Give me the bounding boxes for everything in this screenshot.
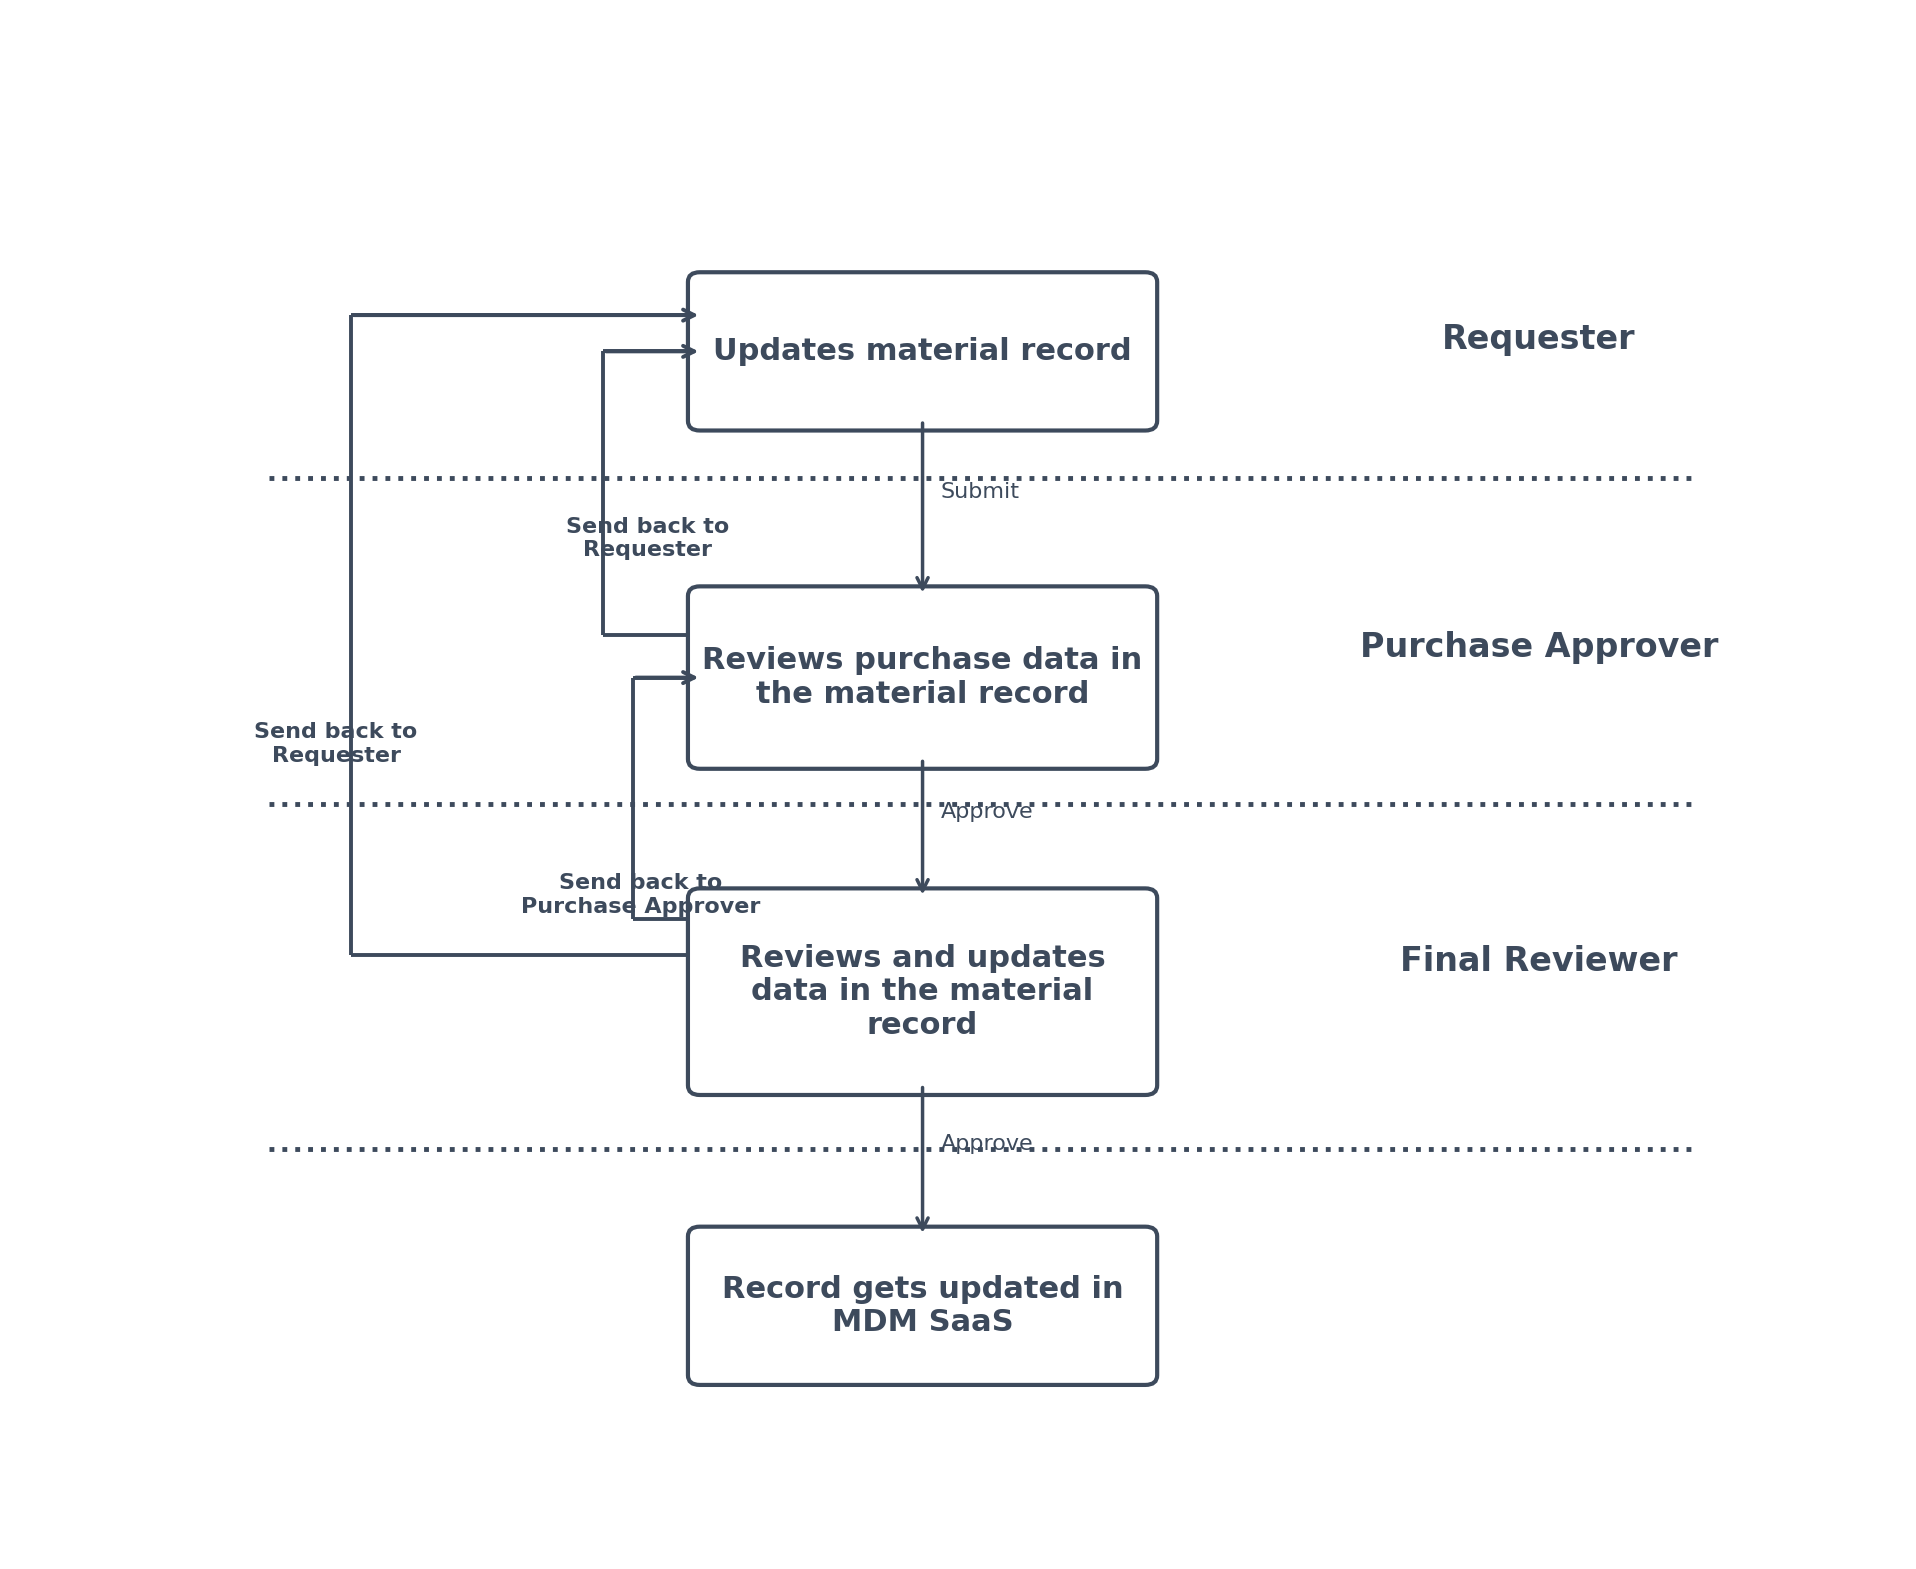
FancyBboxPatch shape bbox=[688, 888, 1157, 1095]
Text: Final Reviewer: Final Reviewer bbox=[1401, 945, 1678, 977]
Text: Reviews and updates
data in the material
record: Reviews and updates data in the material… bbox=[740, 943, 1106, 1040]
FancyBboxPatch shape bbox=[688, 273, 1157, 430]
Text: Requester: Requester bbox=[1443, 323, 1636, 356]
Text: Updates material record: Updates material record bbox=[713, 337, 1132, 366]
Text: Approve: Approve bbox=[941, 802, 1033, 822]
Text: Send back to
Requester: Send back to Requester bbox=[255, 722, 418, 766]
FancyBboxPatch shape bbox=[688, 1227, 1157, 1385]
Text: Send back to
Requester: Send back to Requester bbox=[567, 518, 730, 560]
Text: Send back to
Purchase Approver: Send back to Purchase Approver bbox=[521, 874, 761, 916]
Text: Record gets updated in
MDM SaaS: Record gets updated in MDM SaaS bbox=[722, 1274, 1123, 1337]
FancyBboxPatch shape bbox=[688, 587, 1157, 769]
Text: Approve: Approve bbox=[941, 1134, 1033, 1155]
Text: Reviews purchase data in
the material record: Reviews purchase data in the material re… bbox=[703, 646, 1142, 709]
Text: Submit: Submit bbox=[941, 482, 1019, 502]
Text: Purchase Approver: Purchase Approver bbox=[1360, 631, 1719, 664]
